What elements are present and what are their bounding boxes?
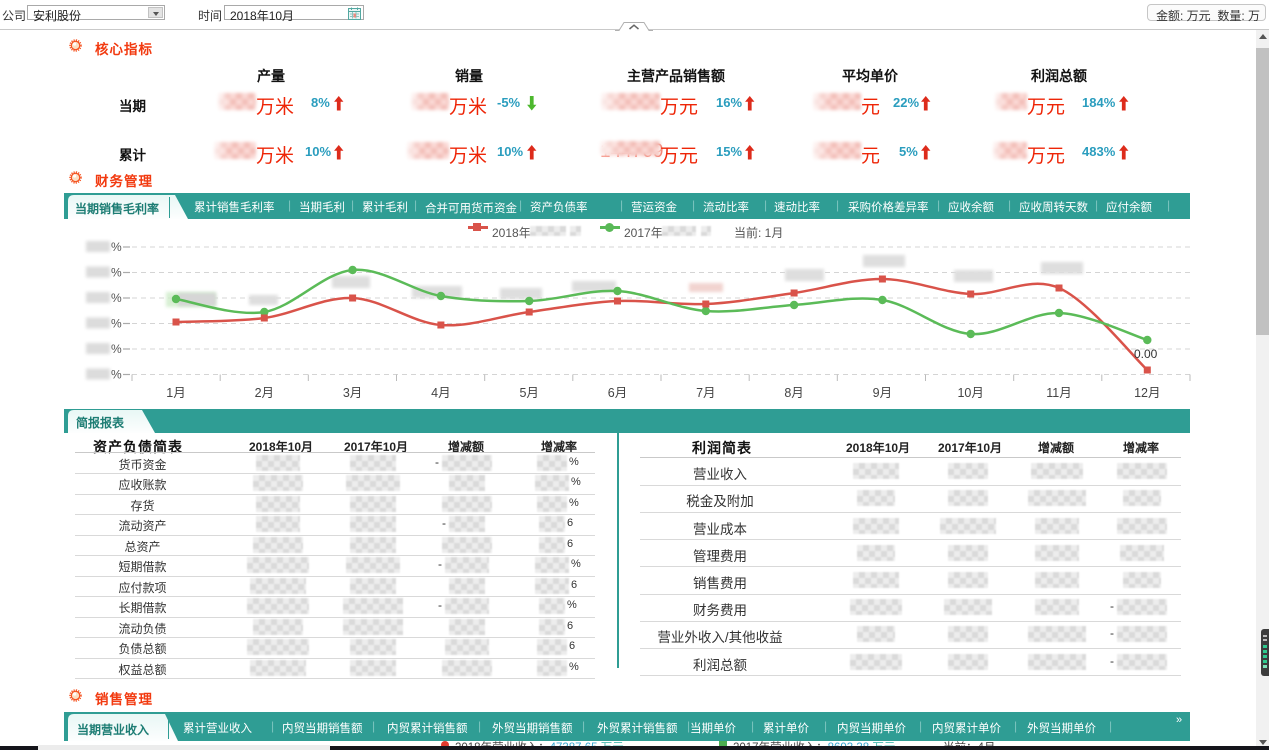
svg-text:%: %	[111, 291, 122, 305]
svg-text:3月: 3月	[343, 386, 362, 400]
svg-text:5月: 5月	[519, 386, 538, 400]
svg-text:9月: 9月	[873, 386, 892, 400]
svg-text:7月: 7月	[696, 386, 715, 400]
svg-text:8月: 8月	[784, 386, 803, 400]
svg-text:12月: 12月	[1134, 386, 1160, 400]
svg-text:6月: 6月	[608, 386, 627, 400]
svg-text:%: %	[111, 266, 122, 280]
svg-text:4月: 4月	[431, 386, 450, 400]
svg-text:11月: 11月	[1046, 386, 1071, 400]
svg-text:%: %	[111, 342, 122, 356]
svg-text:1月: 1月	[166, 386, 185, 400]
svg-text:10月: 10月	[957, 386, 983, 400]
svg-text:%: %	[111, 368, 122, 382]
svg-text:0.00: 0.00	[1134, 347, 1158, 361]
svg-text:%: %	[111, 317, 122, 331]
svg-text:2月: 2月	[255, 386, 274, 400]
svg-text:%: %	[111, 240, 122, 254]
